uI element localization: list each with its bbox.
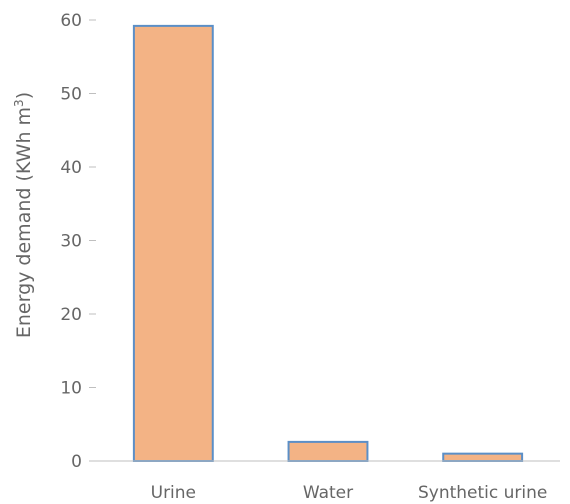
x-category-label: Urine [151, 483, 196, 503]
y-tick-label: 30 [60, 232, 82, 252]
y-axis-title: Energy demand (KWh m3) [12, 92, 35, 338]
y-tick-label: 10 [60, 379, 82, 399]
x-axis: Urine Water Synthetic urine [151, 483, 548, 503]
y-tick-label: 0 [71, 452, 82, 472]
bar-synthetic-urine [442, 452, 524, 462]
x-category-label: Water [303, 483, 353, 503]
y-axis-title-superscript: 3 [12, 99, 26, 107]
y-tick-label: 20 [60, 305, 82, 325]
bar-water [287, 440, 369, 463]
bar-urine [132, 24, 214, 462]
y-tick-label: 50 [60, 85, 82, 105]
y-axis-title-text: Energy demand (KWh m [13, 107, 35, 338]
y-axis-title-end: ) [13, 92, 35, 99]
bars [132, 24, 524, 463]
y-tick-label: 60 [60, 11, 82, 31]
y-axis: 0 10 20 30 40 50 60 [60, 11, 96, 472]
x-category-label: Synthetic urine [418, 483, 547, 503]
y-tick-label: 40 [60, 158, 82, 178]
